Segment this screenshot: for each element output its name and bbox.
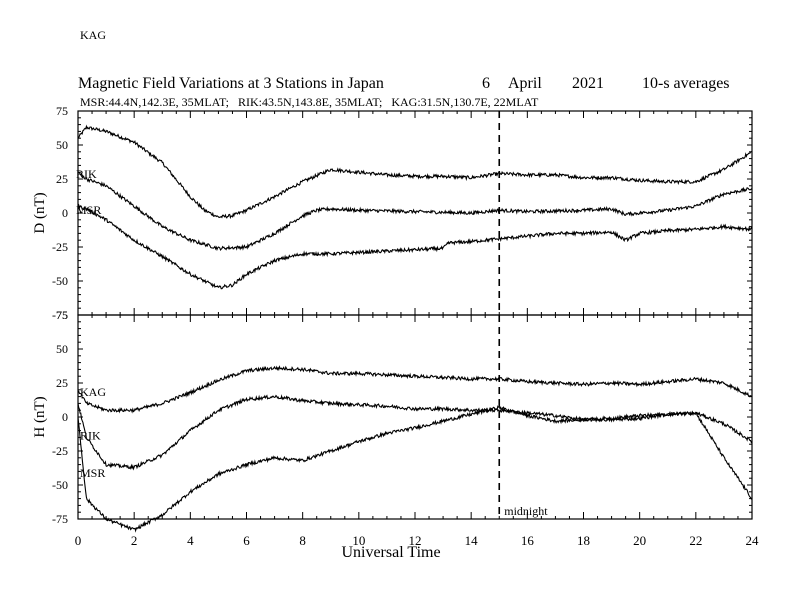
- x-tick-label: 24: [746, 533, 760, 548]
- series-line-D-RIK: [77, 171, 753, 252]
- y-tick-label: 0: [62, 206, 68, 220]
- series-line-D-KAG: [77, 124, 753, 220]
- x-axis-label: Universal Time: [341, 544, 440, 561]
- y-tick-label: -25: [52, 444, 68, 458]
- x-tick-label: 8: [299, 533, 306, 548]
- y-tick-label: -50: [52, 478, 68, 492]
- series-label-H-MSR: MSR: [80, 466, 105, 480]
- x-tick-label: 20: [633, 533, 646, 548]
- panel-H: 75 50 25 0 -25 -50 -75 H (nT) KAG RIK MSR: [32, 308, 753, 533]
- series-label-H-KAG: KAG: [80, 385, 106, 399]
- x-tick-label: 6: [243, 533, 250, 548]
- averaging-label: 10-s averages: [642, 75, 730, 92]
- y-axis-label-H: H (nT): [32, 396, 48, 437]
- y-tick-label: -75: [52, 512, 68, 526]
- x-tick-label: 10: [352, 533, 365, 548]
- y-tick-label: 50: [56, 138, 68, 152]
- y-tick-label: -25: [52, 240, 68, 254]
- midnight-label: midnight: [504, 504, 548, 518]
- panels: 75 50 25 0 -25 -50 -75 D (nT) RIK MSR 75 50 25 0 -25 -5…: [32, 104, 759, 561]
- x-tick-label: 0: [75, 533, 82, 548]
- y-tick-label: 25: [56, 172, 68, 186]
- x-tick-label: 12: [409, 533, 422, 548]
- y-tick-label: -75: [52, 308, 68, 322]
- series-line-H-KAG: [77, 365, 753, 414]
- y-tick-label: 75: [56, 104, 68, 118]
- x-tick-label: 4: [187, 533, 194, 548]
- series-line-D-MSR: [77, 203, 753, 290]
- panel-D: 75 50 25 0 -25 -50 -75 D (nT) RIK MSR: [32, 104, 753, 322]
- chart-title: Magnetic Field Variations at 3 Stations …: [78, 75, 384, 92]
- x-tick-label: 14: [465, 533, 479, 548]
- series-label-D-MSR: MSR: [76, 203, 101, 217]
- y-axis-label-D: D (nT): [32, 192, 48, 233]
- series-line-H-RIK: [77, 394, 753, 471]
- stations-info: MSR:44.4N,142.3E, 35MLAT; RIK:43.5N,143.…: [80, 95, 539, 109]
- y-tick-label: 50: [56, 342, 68, 356]
- y-tick-label: 25: [56, 376, 68, 390]
- x-tick-label: 2: [131, 533, 138, 548]
- date-year: 2021: [572, 75, 604, 92]
- y-tick-label: 75: [56, 308, 68, 322]
- series-label-H-RIK: RIK: [80, 428, 101, 442]
- series-label-D-RIK: RIK: [76, 167, 97, 181]
- date-month: April: [508, 75, 542, 92]
- top-station-label: KAG: [80, 28, 106, 42]
- x-tick-label: 18: [577, 533, 590, 548]
- y-tick-label: 0: [62, 410, 68, 424]
- series-line-H-MSR: [77, 405, 753, 533]
- date-day: 6: [482, 75, 490, 92]
- x-tick-label: 16: [521, 533, 535, 548]
- y-tick-label: -50: [52, 274, 68, 288]
- title-text: Magnetic Field Variations at 3 Stations …: [78, 75, 384, 92]
- x-tick-label: 22: [689, 533, 702, 548]
